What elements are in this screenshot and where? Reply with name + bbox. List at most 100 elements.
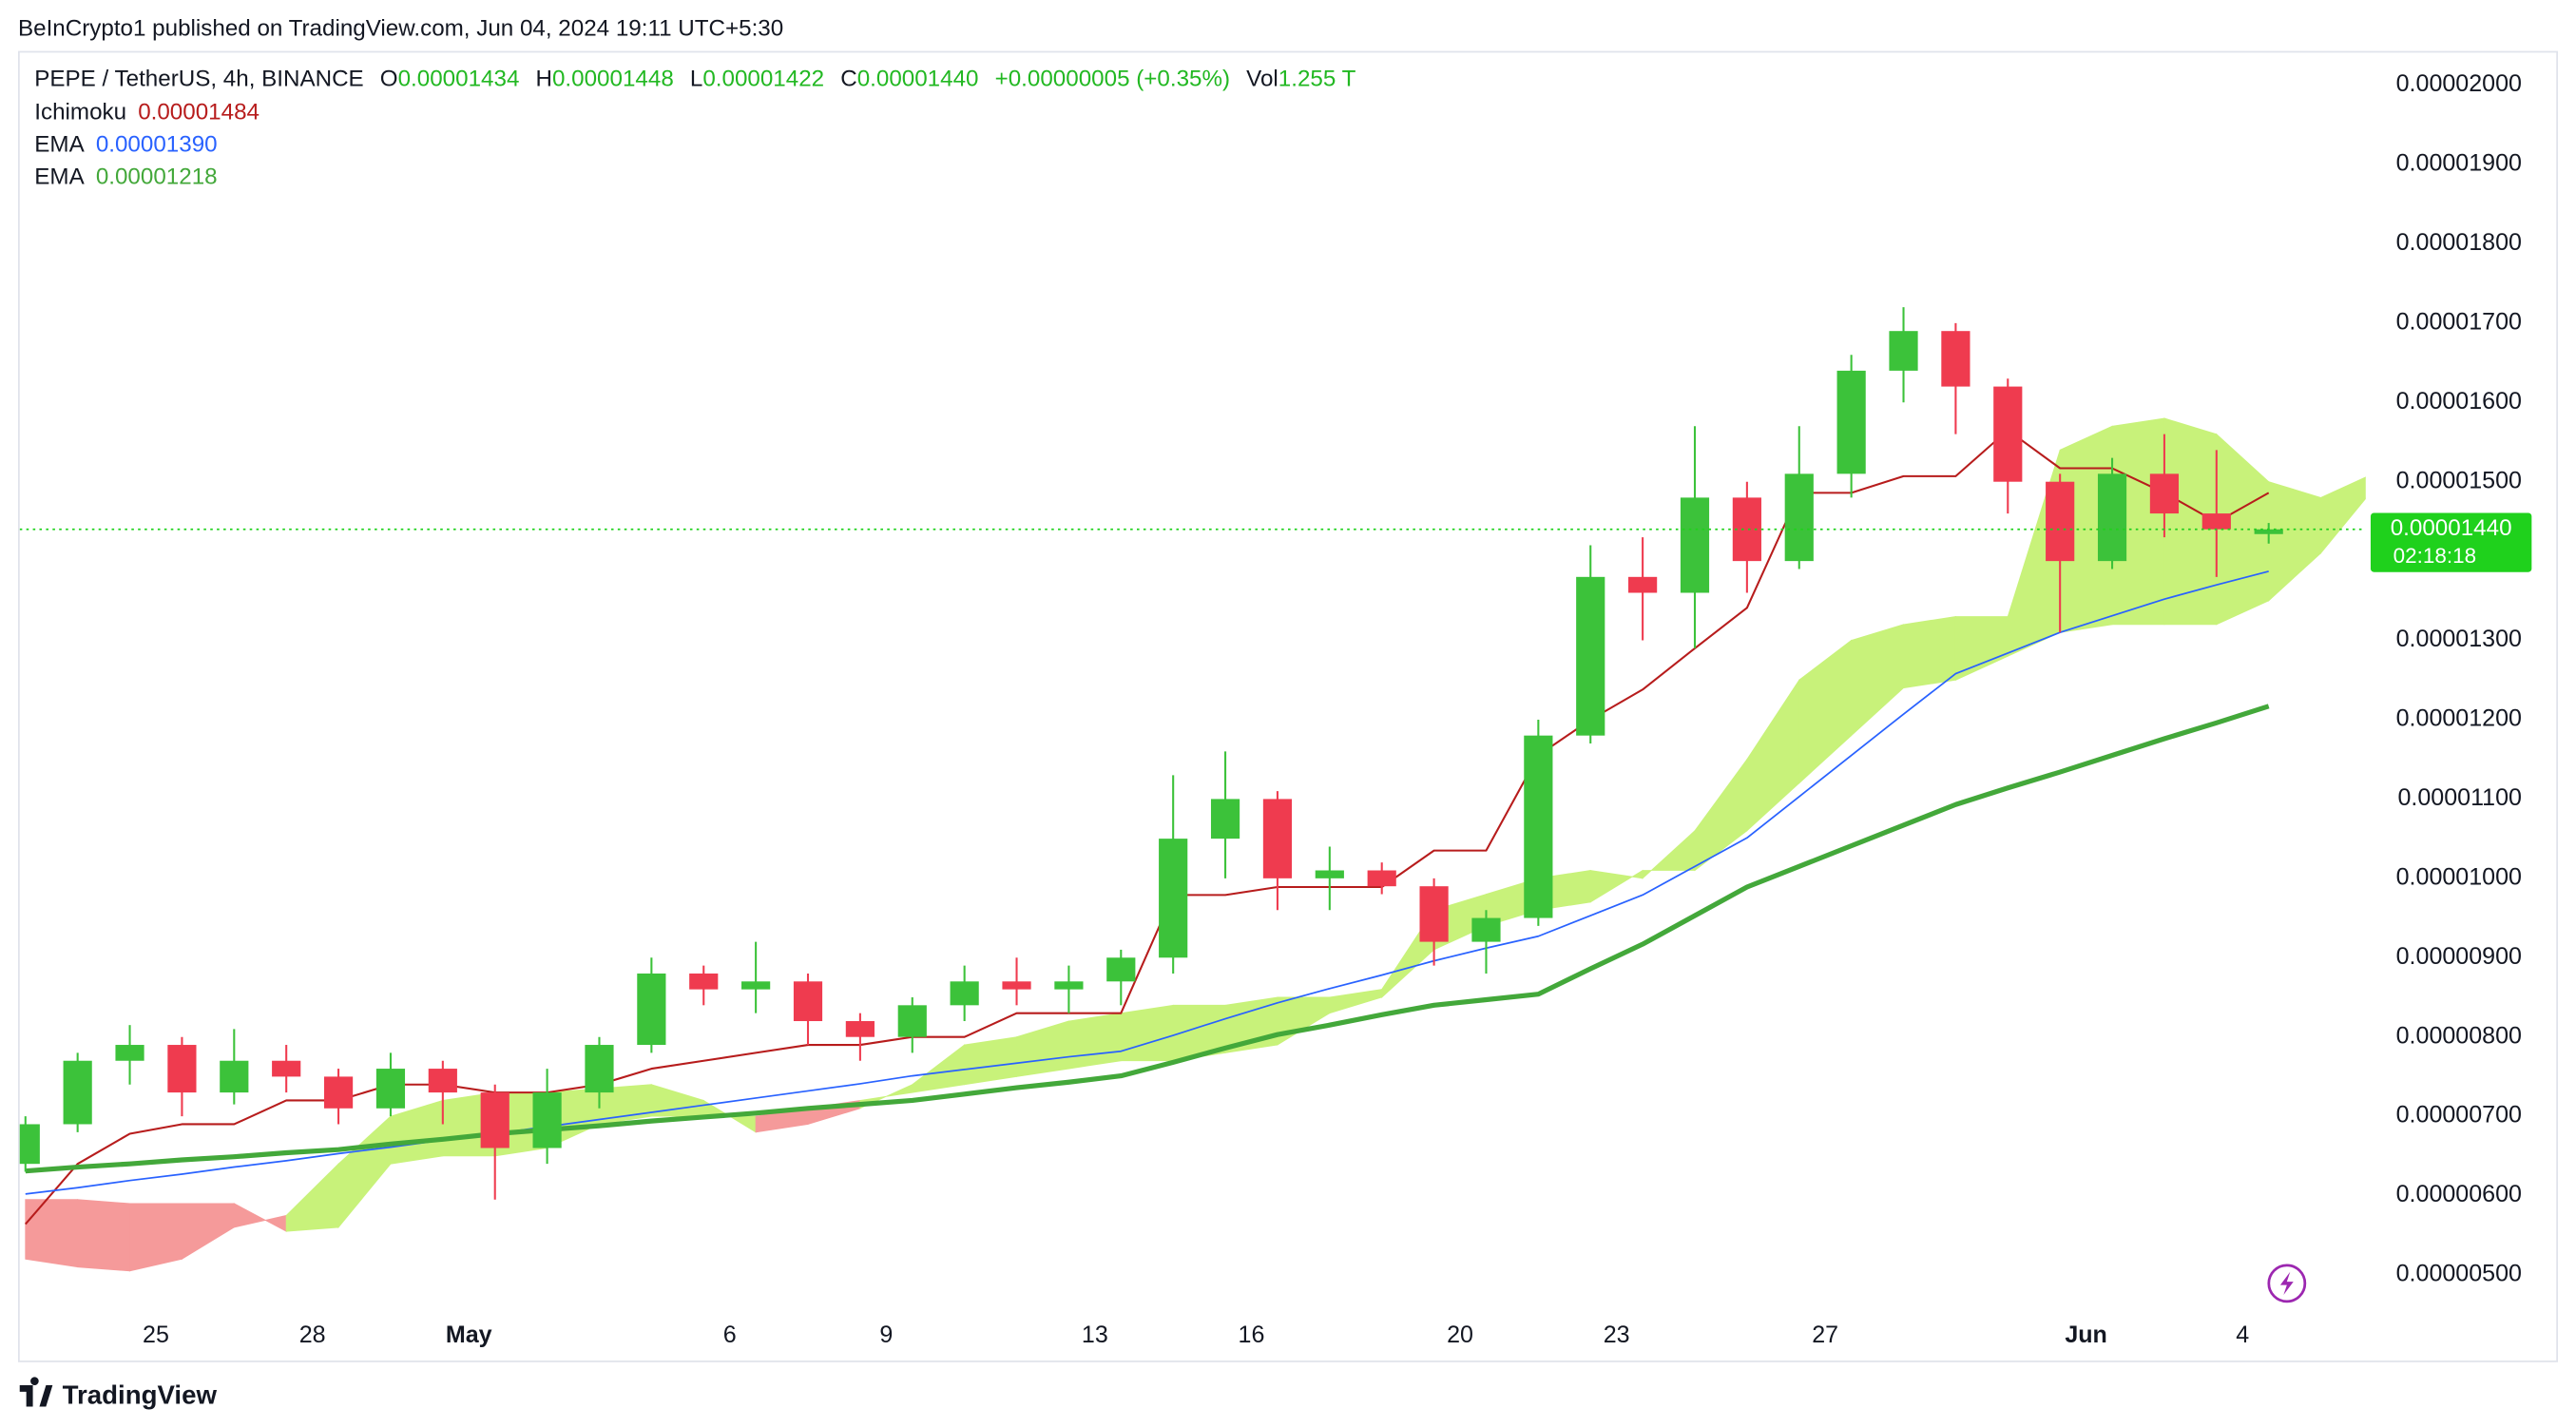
candle-body <box>1471 917 1501 942</box>
candle-body <box>63 1060 92 1125</box>
indicator-value: 0.00001390 <box>96 132 218 158</box>
candle-body <box>1054 981 1084 990</box>
candle-body <box>2201 513 2231 530</box>
price-tag-label: 0.00001440 <box>2391 515 2512 541</box>
candle-body <box>1002 981 1031 990</box>
change: +0.00000005 (+0.35%) <box>995 67 1230 92</box>
y-tick-label: 0.00001900 <box>2396 150 2522 177</box>
y-tick-label: 0.00001000 <box>2396 863 2522 890</box>
icon-bolt <box>2279 1271 2294 1295</box>
candle-body <box>167 1045 197 1093</box>
cloud-segment <box>129 1203 183 1272</box>
plot-area <box>19 307 2366 1272</box>
indicator-legend-row: EMA 0.00001218 <box>34 164 217 190</box>
candle-body <box>1524 735 1553 918</box>
candle-body <box>1419 886 1449 942</box>
vol-key: Vol <box>1246 67 1278 92</box>
candle-body <box>1628 576 1658 593</box>
y-tick-label: 0.00000900 <box>2396 943 2522 970</box>
ohlc-value: 0.00001448 <box>552 67 674 92</box>
x-tick-label: Jun <box>2065 1322 2107 1348</box>
candle-body <box>1576 576 1605 736</box>
candle-body <box>2046 481 2075 562</box>
candle-body <box>1993 386 2023 482</box>
y-tick-label: 0.00001800 <box>2396 229 2522 256</box>
x-tick-label: 6 <box>723 1322 737 1348</box>
candle-body <box>1367 870 1396 887</box>
cloud-segment <box>1067 1013 1122 1070</box>
y-tick-label: 0.00001100 <box>2397 784 2521 811</box>
candle-body <box>2097 473 2127 562</box>
y-tick-label: 0.00000800 <box>2396 1022 2522 1049</box>
ohlc-value: 0.00001422 <box>702 67 824 92</box>
published-line: BeInCrypto1 published on TradingView.com… <box>18 16 783 42</box>
candle-body <box>272 1060 301 1077</box>
ohlc-value: 0.00001434 <box>398 67 520 92</box>
indicator-legend: Ichimoku 0.00001484 EMA 0.00001390 EMA 0.0000… <box>34 100 260 190</box>
candle-body <box>480 1092 509 1148</box>
x-tick-label: 23 <box>1604 1322 1630 1348</box>
candle-body <box>1889 331 1918 371</box>
candle-body <box>19 1124 40 1165</box>
candle-body <box>1836 370 1866 474</box>
y-tick-label: 0.00002000 <box>2396 70 2522 97</box>
ohlc-value: 0.00001440 <box>857 67 979 92</box>
cloud-segment <box>2320 476 2366 554</box>
x-tick-label: 27 <box>1812 1322 1838 1348</box>
candle-body <box>585 1045 614 1093</box>
candle-body <box>950 981 979 1006</box>
chart-frame <box>18 50 2558 1362</box>
candle-body <box>1941 331 1970 387</box>
ohlc-key: O <box>380 67 398 92</box>
price-tag <box>2370 512 2532 572</box>
y-tick-label: 0.00001600 <box>2396 388 2522 415</box>
candle-body <box>323 1076 354 1109</box>
candle-body <box>1262 799 1293 878</box>
ohlc-key: L <box>690 67 702 92</box>
candle-body <box>375 1069 406 1109</box>
lightning-icon[interactable] <box>2267 1264 2307 1303</box>
y-tick-label: 0.00001300 <box>2396 626 2522 652</box>
vol-value: 1.255 T <box>1278 67 1356 92</box>
candle-body <box>1784 473 1814 562</box>
cloud-segment <box>25 1199 79 1268</box>
candle-body <box>220 1060 249 1093</box>
candle-body <box>1210 799 1240 839</box>
candle-body <box>637 973 666 1046</box>
cloud-segment <box>77 1199 130 1272</box>
y-tick-label: 0.00000700 <box>2396 1102 2522 1129</box>
indicator-value: 0.00001484 <box>138 100 260 125</box>
icon-ring <box>2267 1264 2307 1303</box>
indicator-line <box>25 704 2270 1174</box>
y-tick-label: 0.00001200 <box>2396 705 2522 732</box>
brand: TradingView <box>63 1380 218 1409</box>
candle-body <box>532 1092 562 1148</box>
y-tick-label: 0.00001700 <box>2396 308 2522 335</box>
x-tick-label: May <box>446 1322 492 1348</box>
logo-mark <box>19 1377 53 1407</box>
ohlc-key: C <box>840 67 856 92</box>
indicator-name: EMA <box>34 132 85 158</box>
tradingview-logo[interactable]: TradingView <box>19 1377 218 1409</box>
candle-body <box>1106 957 1136 982</box>
candle-body <box>428 1069 457 1093</box>
indicator-name: EMA <box>34 164 85 190</box>
cloud-segment <box>964 1036 1017 1086</box>
cloud-segment <box>1903 616 1956 689</box>
indicator-name: Ichimoku <box>34 100 126 125</box>
candle-body <box>115 1045 144 1061</box>
indicator-value: 0.00001218 <box>96 164 218 190</box>
candle-body <box>741 981 771 990</box>
y-tick-label: 0.00000500 <box>2396 1261 2522 1287</box>
legend-row: PEPE / TetherUS, 4h, BINANCE O0.00001434… <box>34 67 1355 92</box>
indicator-line <box>25 570 2269 1195</box>
plot: 0.00000500 0.00000600 0.00000700 0.00000800… <box>19 70 2532 1348</box>
candle-body <box>897 1005 927 1037</box>
candle-body <box>1680 497 1710 593</box>
y-tick-label: 0.00000600 <box>2396 1181 2522 1207</box>
x-tick-label: 28 <box>299 1322 326 1348</box>
cloud-segment <box>1120 1004 1174 1062</box>
